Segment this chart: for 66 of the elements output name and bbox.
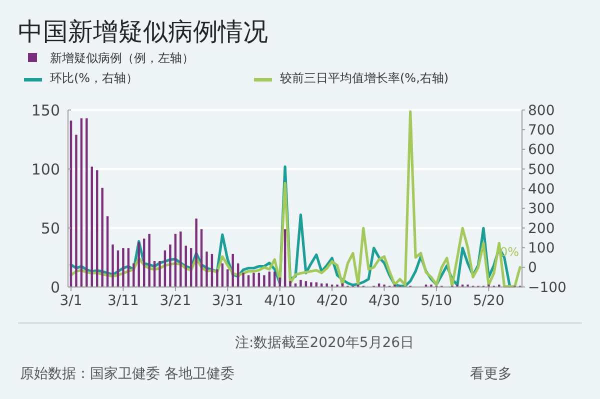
x-tick-label: 4/20 <box>316 293 348 309</box>
bar <box>326 283 328 287</box>
y2-tick-label: 300 <box>528 201 555 218</box>
y2-tick-label: 0 <box>528 260 537 276</box>
bar <box>96 170 98 287</box>
bar <box>158 261 161 287</box>
y-tick-label: 150 <box>31 101 60 120</box>
bar <box>169 244 172 287</box>
bar <box>86 118 88 287</box>
y2-tick-label: 800 <box>528 102 555 119</box>
y2-tick-label: 700 <box>528 122 555 139</box>
chart-title: 中国新增疑似病例情况 <box>18 17 268 46</box>
y2-tick-label: 500 <box>528 162 555 178</box>
legend-label: 较前三日平均值增长率(%,右轴) <box>280 71 449 85</box>
bar <box>242 272 244 287</box>
x-tick-label: 5/10 <box>420 293 452 309</box>
text: 看更多 <box>470 366 512 382</box>
bar <box>284 229 286 287</box>
legend-label: 环比(%，右轴） <box>50 71 138 85</box>
bar <box>127 248 130 287</box>
bar <box>90 166 93 287</box>
y-tick-label: 0 <box>50 278 60 296</box>
bar <box>138 242 140 287</box>
y2-tick-label: 100 <box>528 240 555 257</box>
bar <box>216 269 218 287</box>
bar <box>180 232 182 287</box>
text: 原始数据：国家卫健委 各地卫健委 <box>20 366 234 382</box>
bar <box>112 244 114 287</box>
y2-tick-label: −100 <box>528 280 566 296</box>
x-tick-label: 4/30 <box>368 293 400 309</box>
bar <box>106 216 109 287</box>
bar <box>190 248 192 287</box>
x-tick-label: 5/20 <box>472 293 504 309</box>
bar <box>148 234 150 287</box>
bar <box>263 275 266 287</box>
text: 注:数据截至2020年5月26日 <box>235 335 414 351</box>
line-series <box>70 110 522 288</box>
bar <box>206 252 208 287</box>
y-tick-label: 50 <box>40 219 60 238</box>
y2-tick-label: 600 <box>528 142 555 158</box>
bar <box>289 281 292 287</box>
y2-tick-label: 400 <box>528 182 555 198</box>
x-tick-label: 3/1 <box>60 293 82 309</box>
bar <box>252 272 255 287</box>
x-tick-label: 3/31 <box>212 293 244 309</box>
bar <box>232 254 234 287</box>
bar <box>142 238 146 287</box>
bar <box>278 278 281 287</box>
x-tick-label: 4/10 <box>264 293 296 309</box>
bar <box>132 263 135 287</box>
bar <box>122 248 124 287</box>
bar <box>70 120 72 287</box>
bar <box>195 218 198 287</box>
bar <box>80 118 83 287</box>
bar <box>300 280 302 287</box>
y2-tick-label: 200 <box>528 220 555 237</box>
bar <box>174 234 177 287</box>
bar <box>200 229 203 287</box>
legend-label: 新增疑似病例（例，左轴） <box>50 51 194 65</box>
x-tick-label: 3/11 <box>107 293 139 309</box>
bar <box>310 282 312 287</box>
bar <box>75 134 78 287</box>
bar <box>101 188 104 287</box>
bar <box>184 246 187 287</box>
y-tick-label: 100 <box>31 160 60 178</box>
x-tick-label: 3/21 <box>160 293 192 309</box>
